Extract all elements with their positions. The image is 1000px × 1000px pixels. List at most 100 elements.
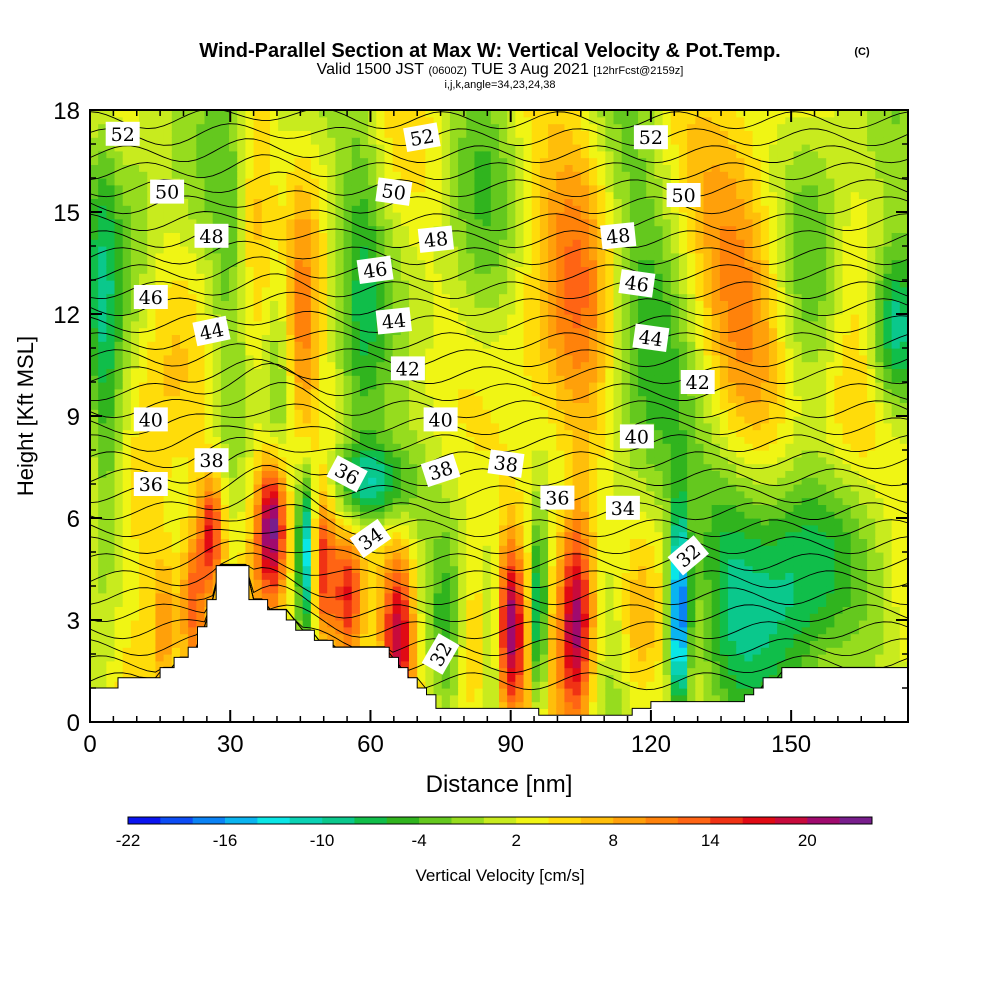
velocity-cell [490, 327, 500, 335]
velocity-cell [319, 259, 328, 267]
velocity-cell [531, 246, 541, 254]
velocity-cell [147, 504, 157, 512]
velocity-cell [179, 239, 189, 247]
velocity-cell [482, 293, 492, 301]
velocity-cell [261, 286, 271, 295]
velocity-cell [114, 178, 124, 186]
velocity-cell [196, 606, 206, 614]
velocity-cell [269, 157, 279, 165]
velocity-cell [253, 252, 263, 261]
velocity-cell [441, 252, 451, 261]
velocity-cell [384, 490, 394, 499]
velocity-cell [441, 681, 451, 689]
velocity-cell [482, 531, 492, 539]
velocity-cell [482, 307, 492, 315]
velocity-cell [335, 402, 345, 410]
velocity-cell [114, 395, 124, 403]
velocity-cell [482, 171, 492, 179]
velocity-cell [327, 490, 336, 499]
velocity-cell [106, 558, 116, 567]
velocity-cell [155, 246, 165, 254]
velocity-cell [474, 110, 484, 118]
velocity-cell [400, 443, 410, 451]
velocity-cell [179, 314, 189, 322]
velocity-cell [449, 654, 459, 662]
velocity-cell [155, 395, 165, 403]
velocity-cell [204, 586, 214, 594]
velocity-cell [139, 130, 148, 138]
velocity-cell [343, 300, 353, 308]
velocity-cell [179, 341, 189, 349]
velocity-cell [204, 538, 214, 546]
velocity-cell [245, 286, 255, 295]
velocity-cell [474, 552, 484, 560]
velocity-cell [147, 592, 157, 601]
velocity-cell [310, 246, 320, 254]
velocity-cell [425, 164, 435, 172]
velocity-cell [98, 504, 107, 512]
velocity-cell [114, 259, 124, 267]
velocity-cell [245, 171, 255, 179]
velocity-cell [196, 484, 206, 492]
velocity-cell [433, 572, 443, 580]
velocity-cell [122, 273, 132, 281]
velocity-cell [327, 341, 336, 349]
velocity-cell [507, 613, 516, 621]
velocity-cell [409, 470, 418, 478]
velocity-cell [294, 212, 304, 220]
velocity-cell [351, 280, 361, 288]
velocity-cell [400, 382, 410, 390]
velocity-cell [359, 436, 369, 444]
velocity-cell [335, 110, 345, 118]
velocity-cell [343, 613, 353, 621]
velocity-cell [245, 395, 255, 403]
velocity-cell [425, 640, 435, 648]
velocity-cell [204, 579, 214, 587]
velocity-cell [188, 463, 197, 471]
velocity-cell [294, 524, 304, 533]
velocity-cell [139, 212, 148, 220]
velocity-cell [261, 252, 271, 261]
velocity-cell [490, 647, 500, 655]
velocity-cell [392, 511, 402, 519]
velocity-cell [90, 368, 99, 376]
velocity-cell [90, 361, 99, 369]
velocity-cell [106, 470, 116, 478]
velocity-cell [155, 436, 165, 444]
velocity-cell [531, 429, 541, 437]
velocity-cell [368, 280, 377, 288]
velocity-cell [441, 701, 451, 709]
velocity-cell [482, 545, 492, 553]
velocity-cell [425, 320, 435, 329]
velocity-cell [466, 660, 476, 669]
velocity-cell [384, 545, 394, 553]
velocity-cell [294, 259, 304, 267]
velocity-cell [90, 184, 99, 193]
velocity-cell [130, 456, 140, 465]
velocity-cell [515, 701, 525, 709]
velocity-cell [466, 640, 476, 648]
velocity-cell [114, 565, 124, 573]
velocity-cell [98, 443, 107, 451]
velocity-cell [90, 150, 99, 159]
velocity-cell [245, 232, 255, 240]
velocity-cell [384, 395, 394, 403]
velocity-cell [335, 361, 345, 369]
velocity-cell [114, 463, 124, 471]
velocity-cell [261, 368, 271, 376]
velocity-cell [319, 633, 328, 641]
velocity-cell [368, 395, 377, 403]
velocity-cell [253, 205, 263, 213]
velocity-cell [155, 606, 165, 614]
velocity-cell [359, 497, 369, 505]
velocity-cell [384, 599, 394, 607]
velocity-cell [179, 150, 189, 159]
velocity-cell [499, 280, 508, 288]
velocity-cell [351, 266, 361, 274]
velocity-cell [449, 443, 459, 451]
velocity-cell [409, 293, 418, 301]
velocity-cell [425, 327, 435, 335]
velocity-cell [335, 273, 345, 281]
velocity-cell [327, 572, 336, 580]
velocity-cell [196, 184, 206, 193]
